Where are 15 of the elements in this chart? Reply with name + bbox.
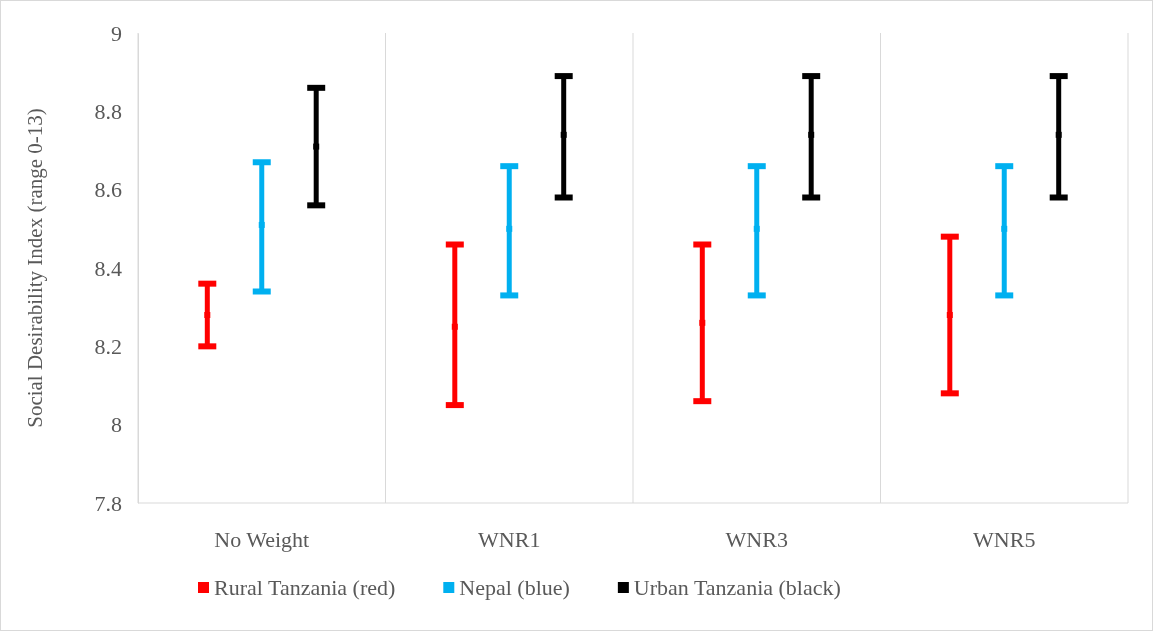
legend-label: Urban Tanzania (black) xyxy=(633,575,841,600)
x-tick-label: No Weight xyxy=(214,527,310,552)
y-tick-label: 7.8 xyxy=(94,490,122,516)
y-tick-label: 8.4 xyxy=(94,255,122,281)
y-tick-label: 8.2 xyxy=(94,333,122,359)
legend-label: Rural Tanzania (red) xyxy=(214,575,396,600)
y-tick-label: 9 xyxy=(111,20,122,46)
y-tick-label: 8 xyxy=(111,412,122,438)
y-tick-label: 8.6 xyxy=(94,177,122,203)
y-tick-label: 8.8 xyxy=(94,98,122,124)
x-tick-label: WNR5 xyxy=(973,527,1036,552)
y-axis-title: Social Desirability Index (range 0-13) xyxy=(23,108,47,428)
x-tick-label: WNR3 xyxy=(725,527,788,552)
legend-label: Nepal (blue) xyxy=(459,575,570,600)
x-tick-label: WNR1 xyxy=(478,527,541,552)
